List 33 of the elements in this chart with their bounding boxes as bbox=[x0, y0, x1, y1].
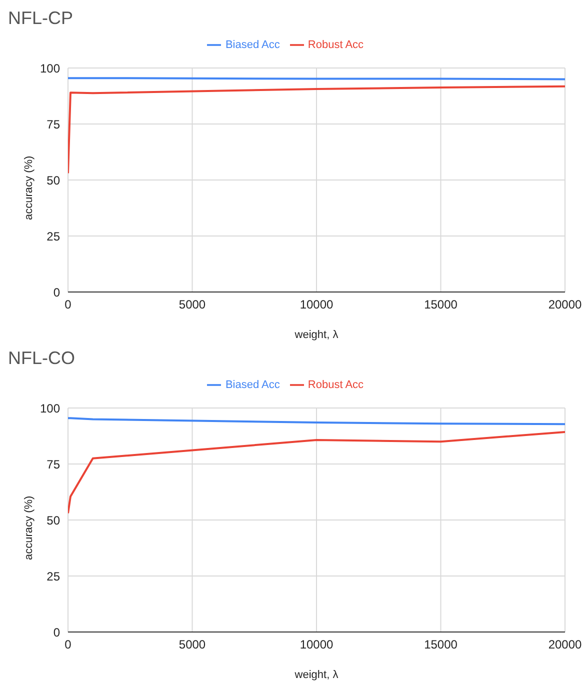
x-tick-label: 20000 bbox=[548, 638, 582, 652]
y-tick-label: 50 bbox=[46, 173, 60, 188]
y-tick-label: 25 bbox=[46, 569, 60, 584]
line-series bbox=[68, 430, 565, 514]
x-axis-title: weight, λ bbox=[294, 329, 339, 341]
legend-label: Robust Acc bbox=[308, 378, 364, 391]
legend-label: Biased Acc bbox=[225, 378, 280, 391]
y-tick-label: 50 bbox=[46, 513, 60, 528]
x-tick-label: 0 bbox=[64, 638, 72, 652]
legend-label: Biased Acc bbox=[225, 38, 280, 51]
x-tick-label: 20000 bbox=[548, 298, 582, 312]
chart-title: NFL-CO bbox=[8, 348, 76, 370]
y-axis-title: accuracy (%) bbox=[22, 156, 35, 220]
y-tick-label: 0 bbox=[53, 285, 60, 300]
x-tick-label: 10000 bbox=[300, 638, 334, 652]
line-series bbox=[68, 85, 565, 174]
y-axis-title: accuracy (%) bbox=[22, 496, 35, 560]
chart-title: NFL-CP bbox=[8, 8, 74, 30]
x-tick-label: 5000 bbox=[178, 638, 206, 652]
x-tick-label: 15000 bbox=[424, 298, 458, 312]
x-tick-label: 0 bbox=[64, 298, 72, 312]
y-tick-label: 25 bbox=[46, 229, 60, 244]
x-tick-label: 5000 bbox=[178, 298, 206, 312]
x-axis-title: weight, λ bbox=[294, 669, 339, 681]
y-tick-label: 100 bbox=[40, 61, 60, 76]
y-tick-label: 75 bbox=[46, 457, 60, 472]
y-tick-label: 75 bbox=[46, 117, 60, 132]
y-tick-label: 0 bbox=[53, 625, 60, 640]
x-tick-label: 15000 bbox=[424, 638, 458, 652]
y-tick-label: 100 bbox=[40, 401, 60, 416]
line-series bbox=[68, 417, 565, 426]
legend-label: Robust Acc bbox=[308, 38, 364, 51]
x-tick-label: 10000 bbox=[300, 298, 334, 312]
